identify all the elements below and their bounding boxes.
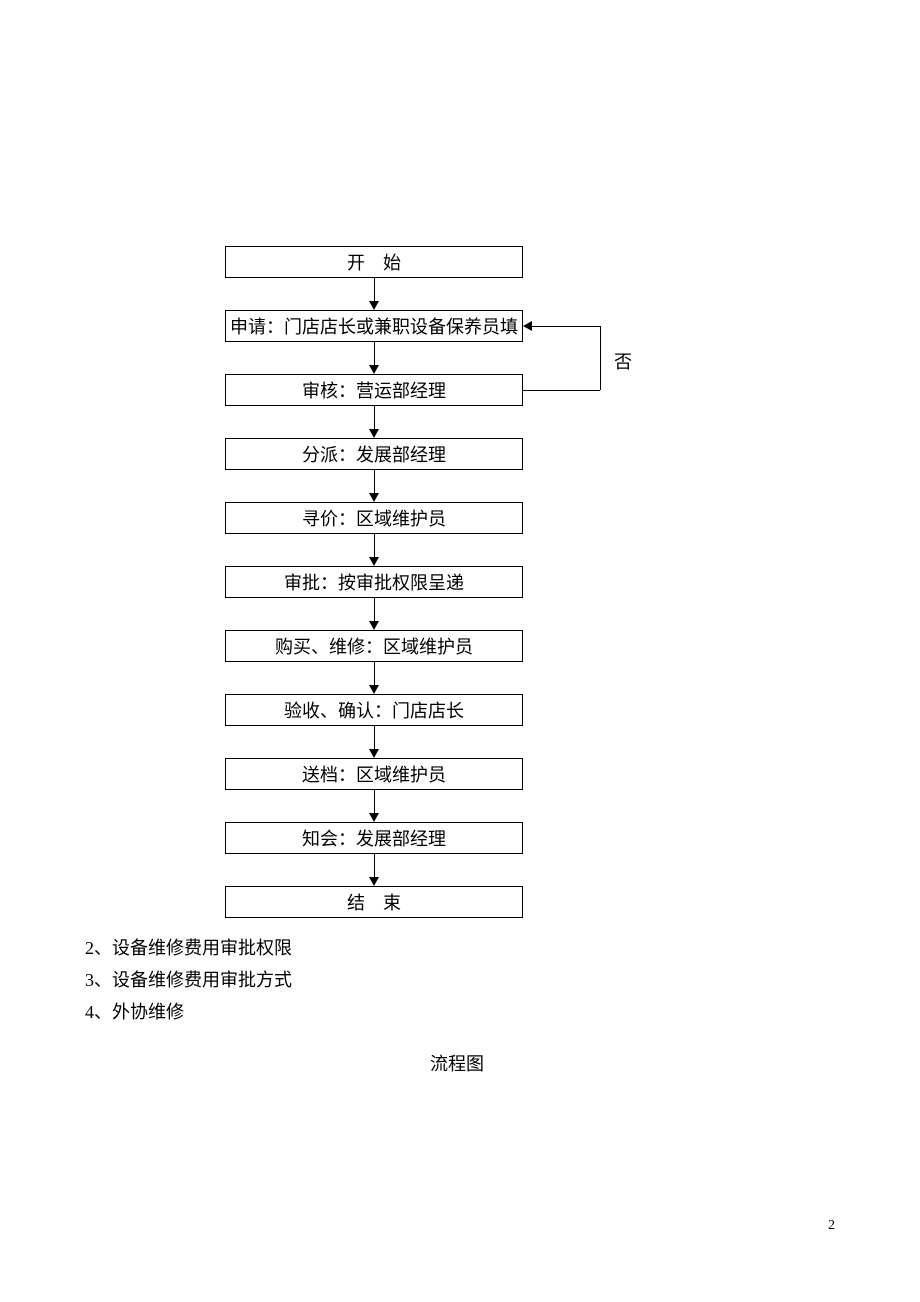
caption: 流程图	[430, 1050, 484, 1076]
flow-node-n3: 分派：发展部经理	[225, 438, 523, 470]
arrow-head-icon	[369, 429, 379, 438]
flow-node-n8: 送档：区域维护员	[225, 758, 523, 790]
flow-edge	[374, 854, 375, 877]
arrow-head-icon	[369, 877, 379, 886]
flow-node-n4: 寻价：区域维护员	[225, 502, 523, 534]
flow-node-n10: 结 束	[225, 886, 523, 918]
flow-edge	[374, 470, 375, 493]
body-text: 2、设备维修费用审批权限 3、设备维修费用审批方式 4、外协维修	[85, 932, 292, 1028]
flow-node-n6: 购买、维修：区域维护员	[225, 630, 523, 662]
arrow-head-icon	[369, 621, 379, 630]
flow-edge	[374, 790, 375, 813]
flow-edge	[374, 598, 375, 621]
page-number: 2	[828, 1218, 835, 1234]
flow-edge	[523, 390, 600, 391]
flow-edge	[374, 278, 375, 301]
flow-node-n2: 审核：营运部经理	[225, 374, 523, 406]
arrow-head-icon	[369, 365, 379, 374]
flow-edge	[374, 342, 375, 365]
flow-edge	[600, 326, 601, 390]
arrow-head-icon	[369, 749, 379, 758]
body-line-2: 3、设备维修费用审批方式	[85, 964, 292, 996]
arrow-head-icon	[369, 493, 379, 502]
flow-edge	[374, 534, 375, 557]
flow-node-n0: 开 始	[225, 246, 523, 278]
arrow-head-icon	[369, 813, 379, 822]
body-line-1: 2、设备维修费用审批权限	[85, 932, 292, 964]
flow-node-n9: 知会：发展部经理	[225, 822, 523, 854]
flow-edge	[374, 406, 375, 429]
page: 开 始申请：门店店长或兼职设备保养员填审核：营运部经理分派：发展部经理寻价：区域…	[0, 0, 920, 1302]
body-line-3: 4、外协维修	[85, 996, 292, 1028]
flow-node-n1: 申请：门店店长或兼职设备保养员填	[225, 310, 523, 342]
arrow-head-icon	[369, 301, 379, 310]
flow-edge-label: 否	[614, 348, 632, 374]
flow-node-n5: 审批：按审批权限呈递	[225, 566, 523, 598]
flow-edge	[532, 326, 600, 327]
flow-edge	[374, 726, 375, 749]
arrow-head-icon	[523, 321, 532, 331]
flow-edge	[374, 662, 375, 685]
arrow-head-icon	[369, 685, 379, 694]
arrow-head-icon	[369, 557, 379, 566]
flowchart: 开 始申请：门店店长或兼职设备保养员填审核：营运部经理分派：发展部经理寻价：区域…	[0, 0, 920, 1302]
flow-node-n7: 验收、确认：门店店长	[225, 694, 523, 726]
